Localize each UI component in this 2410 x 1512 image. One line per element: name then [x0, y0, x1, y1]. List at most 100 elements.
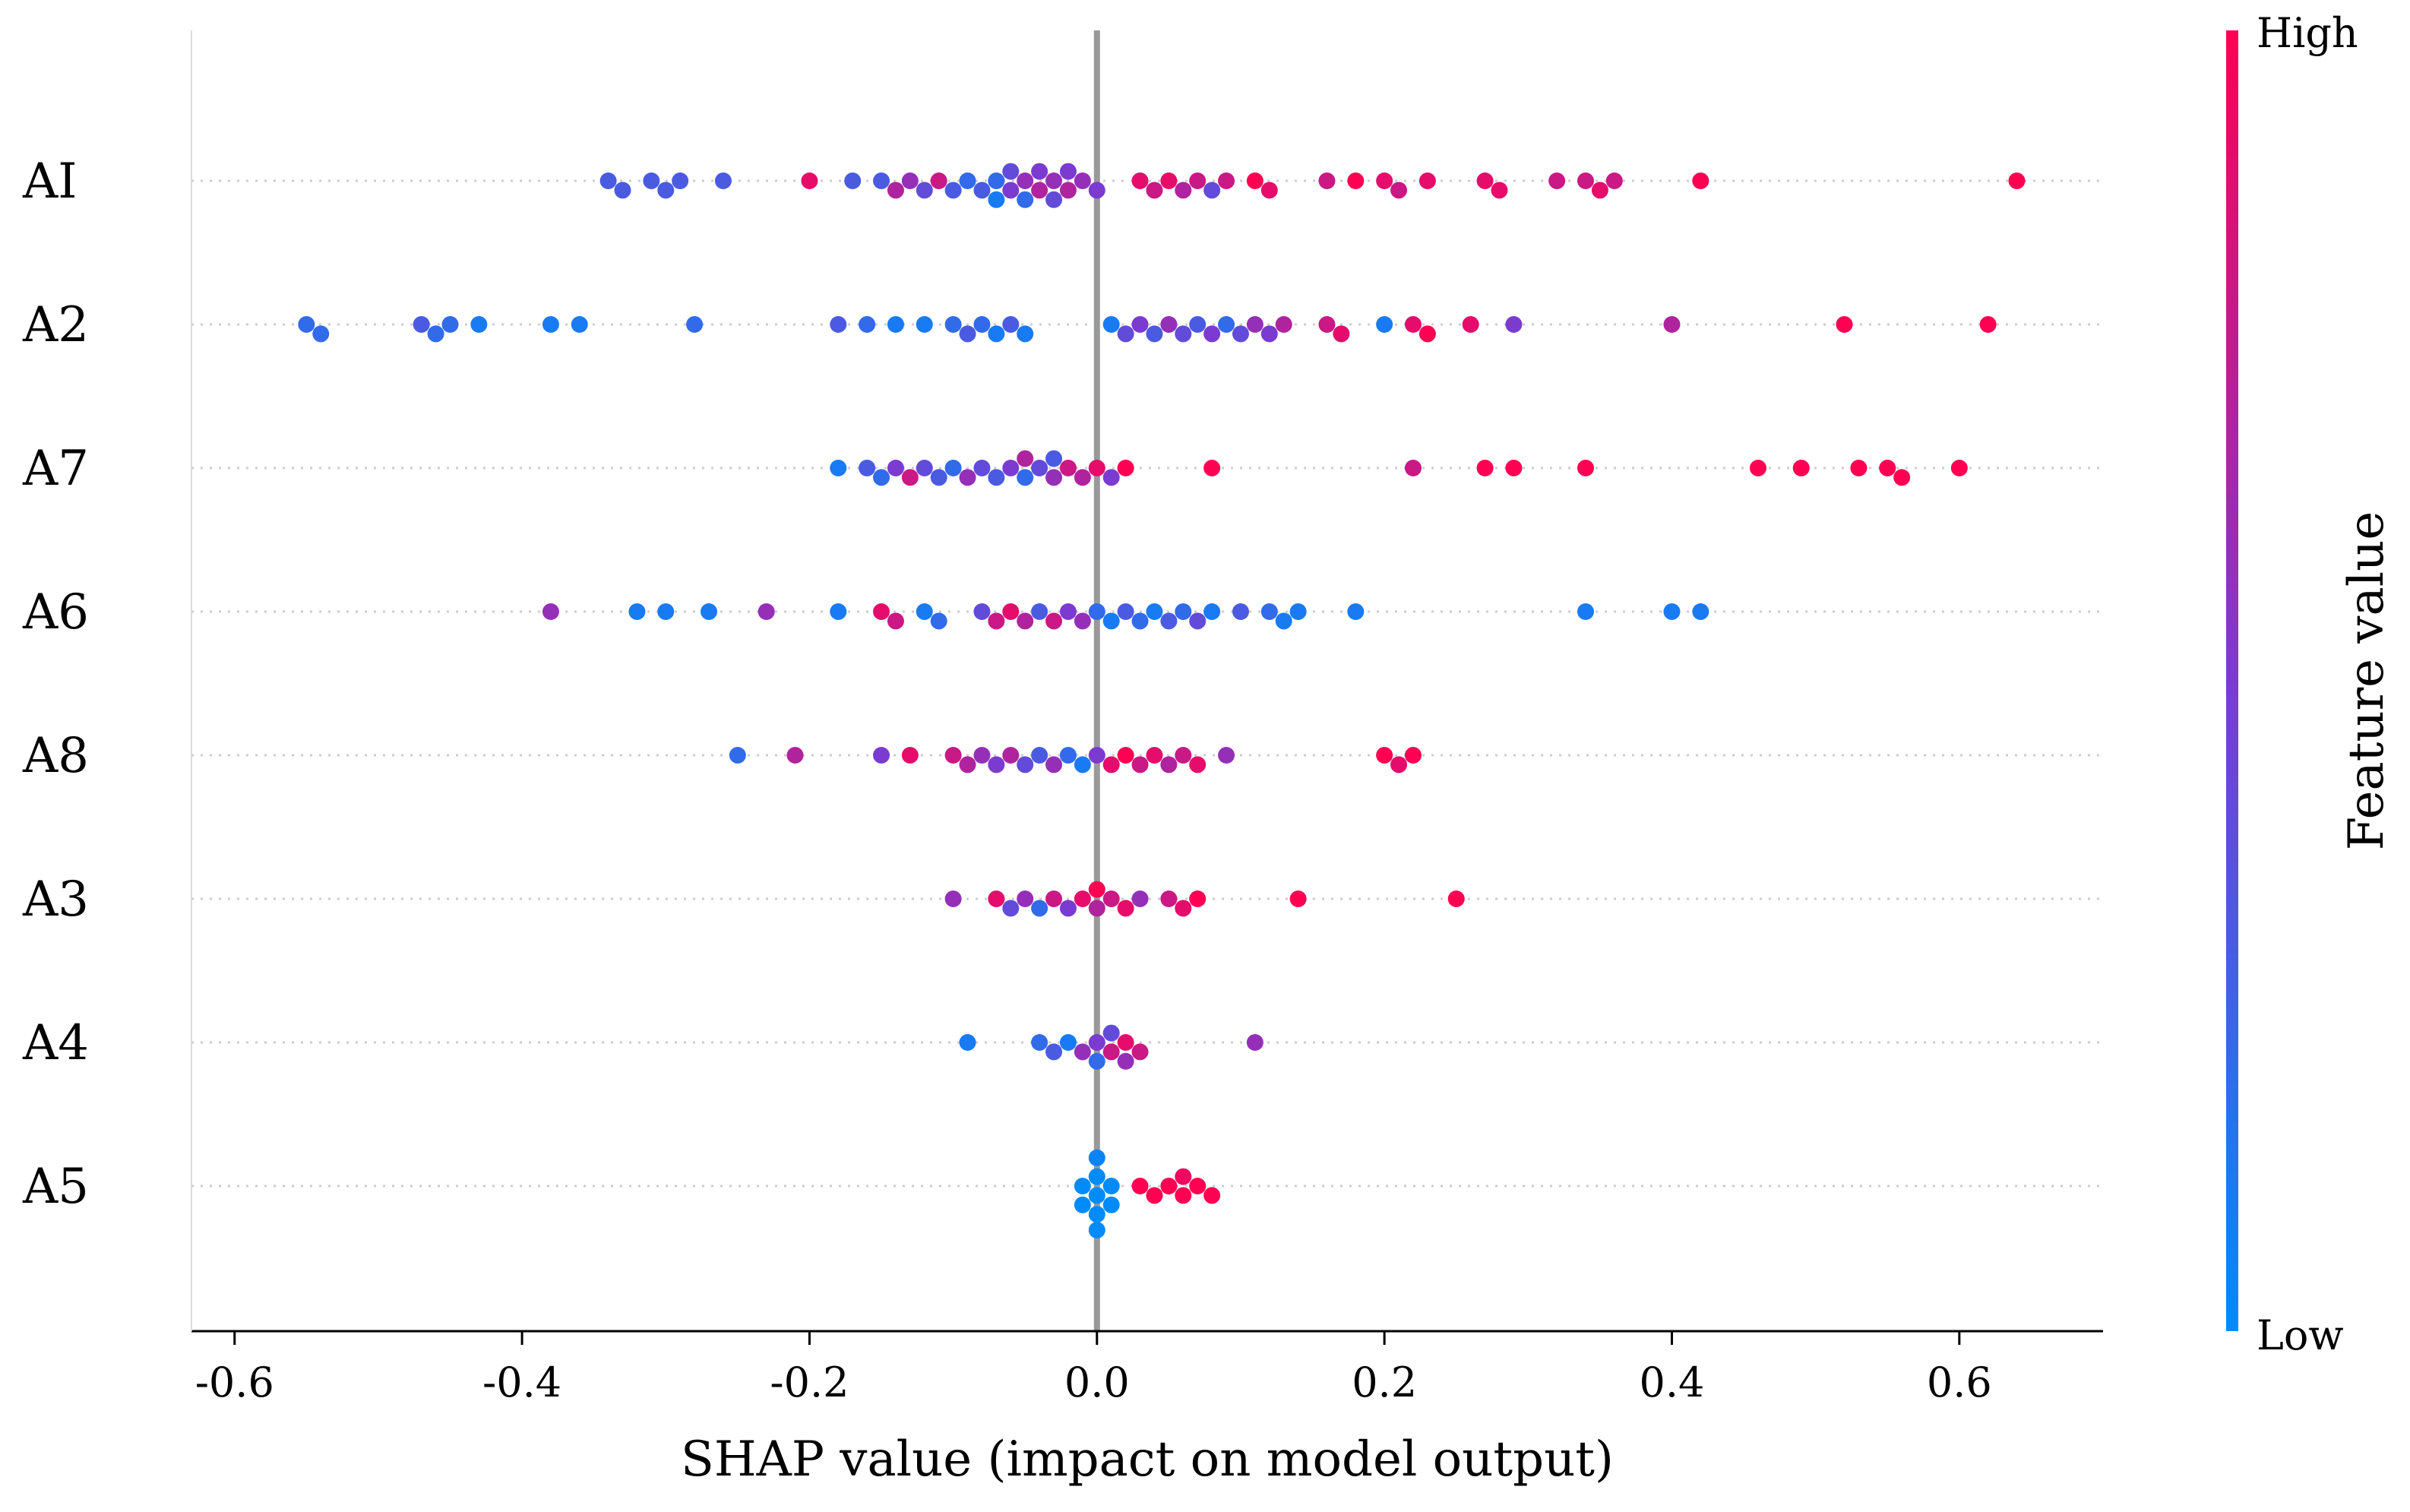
shap-point: [1289, 603, 1307, 620]
shap-point: [1447, 890, 1465, 907]
shap-point: [657, 182, 675, 199]
shap-point: [1189, 890, 1207, 907]
shap-point: [1390, 182, 1408, 199]
shap-point: [1059, 460, 1077, 476]
shap-point: [1088, 747, 1105, 764]
shap-point: [1088, 1168, 1105, 1185]
shap-point: [1131, 172, 1149, 189]
shap-point: [1074, 612, 1091, 630]
shap-point: [757, 603, 775, 620]
shap-point: [1232, 603, 1249, 620]
shap-point: [1260, 325, 1278, 343]
colorbar-gradient: [2226, 30, 2238, 1331]
shap-point: [1031, 603, 1048, 620]
shap-point: [1017, 191, 1034, 208]
shap-point: [1074, 1196, 1091, 1213]
x-axis-ticks: -0.6 -0.4 -0.2 0.0 0.2 0.4 0.6: [195, 1331, 1992, 1406]
shap-point: [887, 182, 904, 199]
shap-point: [1548, 172, 1566, 189]
shap-point: [916, 460, 933, 476]
shap-point: [1059, 900, 1077, 917]
feature-label: A4: [22, 1015, 89, 1071]
shap-point: [1175, 900, 1192, 917]
colorbar-title: Feature value: [2339, 511, 2395, 851]
shap-point: [1376, 747, 1393, 764]
shap-point: [930, 612, 947, 630]
shap-point: [1175, 1187, 1192, 1204]
shap-point: [887, 612, 904, 630]
shap-point: [1404, 747, 1422, 764]
shap-point: [1189, 172, 1207, 189]
shap-point: [1318, 316, 1336, 333]
shap-point: [844, 172, 862, 189]
shap-point: [988, 469, 1005, 486]
shap-point: [1203, 603, 1221, 620]
shap-point: [1491, 182, 1508, 199]
x-tick-label: 0.6: [1927, 1359, 1992, 1406]
shap-point: [1260, 603, 1278, 620]
shap-point: [830, 460, 847, 476]
shap-point: [1117, 1052, 1134, 1070]
shap-point: [988, 325, 1005, 343]
feature-label: A6: [22, 584, 89, 641]
shap-point: [916, 316, 933, 333]
shap-point: [1017, 612, 1034, 630]
shap-point: [1605, 172, 1623, 189]
shap-point: [1045, 612, 1063, 630]
shap-point: [1102, 1196, 1120, 1213]
shap-point: [959, 469, 976, 486]
shap-point: [599, 172, 617, 189]
shap-point: [1088, 1187, 1105, 1204]
shap-point: [944, 182, 962, 199]
colorbar-high-label: High: [2257, 9, 2358, 57]
shap-point: [1160, 316, 1178, 333]
shap-point: [1074, 1178, 1091, 1194]
shap-point: [1045, 756, 1063, 773]
shap-point: [873, 747, 890, 764]
shap-point: [1792, 460, 1810, 476]
shap-point: [1102, 1178, 1120, 1194]
shap-point: [873, 172, 890, 189]
shap-point: [1218, 172, 1235, 189]
shap-point: [1404, 316, 1422, 333]
feature-label: A8: [22, 728, 89, 784]
shap-point: [1045, 450, 1063, 467]
shap-point: [1175, 1168, 1192, 1185]
shap-point: [1002, 316, 1020, 333]
shap-point: [1160, 172, 1178, 189]
shap-point: [1017, 890, 1034, 907]
shap-point: [1002, 163, 1020, 180]
shap-point: [786, 747, 804, 764]
shap-point: [1002, 900, 1020, 917]
shap-point: [1189, 756, 1207, 773]
shap-point: [944, 316, 962, 333]
shap-point: [1189, 1178, 1207, 1194]
shap-point: [1950, 460, 1968, 476]
shap-point: [801, 172, 818, 189]
shap-point: [901, 172, 919, 189]
shap-point: [1203, 182, 1221, 199]
shap-point: [1404, 460, 1422, 476]
shap-point: [1175, 182, 1192, 199]
shap-point: [1203, 1187, 1221, 1204]
shap-point: [859, 460, 876, 476]
shap-point: [1131, 890, 1149, 907]
shap-point: [1591, 182, 1608, 199]
x-axis-title: SHAP value (impact on model output): [681, 1431, 1614, 1488]
shap-point: [1749, 460, 1766, 476]
shap-point: [1160, 890, 1178, 907]
shap-point: [1017, 325, 1034, 343]
shap-point: [1692, 172, 1709, 189]
shap-point: [1031, 163, 1048, 180]
shap-point: [1117, 325, 1134, 343]
shap-point: [657, 603, 675, 620]
shap-point: [1074, 1043, 1091, 1061]
colorbar: High Low Feature value: [2226, 9, 2395, 1359]
shap-point: [1476, 460, 1494, 476]
shap-point: [1059, 163, 1077, 180]
shap-point: [1246, 1034, 1264, 1051]
shap-point: [298, 316, 315, 333]
shap-point: [571, 316, 588, 333]
shap-point: [1246, 172, 1264, 189]
